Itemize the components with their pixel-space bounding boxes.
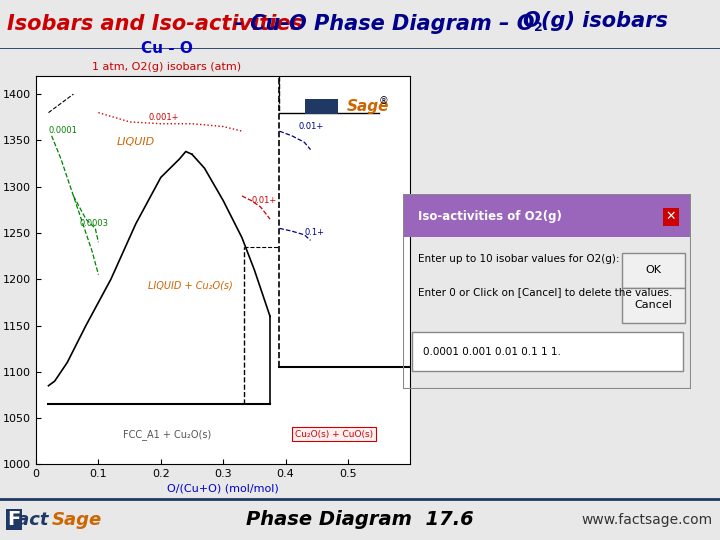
Text: Isobars and Iso-activities: Isobars and Iso-activities (7, 14, 303, 35)
Text: 1 atm, O2(g) isobars (atm): 1 atm, O2(g) isobars (atm) (92, 62, 242, 72)
Text: 0.0001: 0.0001 (48, 126, 77, 135)
Text: 0.001+: 0.001+ (148, 113, 179, 122)
Text: 0.01+: 0.01+ (251, 197, 276, 205)
Text: O: O (523, 11, 541, 31)
Text: Cancel: Cancel (635, 300, 672, 310)
Text: Enter 0 or Click on [Cancel] to delete the values.: Enter 0 or Click on [Cancel] to delete t… (418, 287, 672, 298)
Text: FCC_A1 + Cu₂O(s): FCC_A1 + Cu₂O(s) (123, 429, 212, 440)
Text: Cu - O: Cu - O (141, 41, 193, 56)
Text: 0.0003: 0.0003 (80, 219, 109, 227)
Text: F: F (7, 510, 20, 529)
FancyBboxPatch shape (412, 333, 683, 372)
Text: Enter up to 10 isobar values for O2(g):: Enter up to 10 isobar values for O2(g): (418, 254, 619, 265)
Text: ®: ® (379, 96, 388, 106)
Text: LIQUID: LIQUID (117, 137, 156, 147)
X-axis label: O/(Cu+O) (mol/mol): O/(Cu+O) (mol/mol) (167, 483, 279, 494)
Text: OK: OK (646, 265, 662, 275)
Text: 0.01+: 0.01+ (298, 122, 323, 131)
Text: Fact: Fact (7, 511, 49, 529)
Text: 0.0001 0.001 0.01 0.1 1 1.: 0.0001 0.001 0.01 0.1 1 1. (423, 347, 561, 357)
Text: Cu₂O(s) + CuO(s): Cu₂O(s) + CuO(s) (295, 430, 373, 438)
Text: LIQUID + Cu₂O(s): LIQUID + Cu₂O(s) (148, 280, 233, 291)
Text: (g) isobars: (g) isobars (541, 11, 668, 31)
Text: Sage: Sage (52, 511, 102, 529)
Text: Iso-activities of O2(g): Iso-activities of O2(g) (418, 210, 562, 223)
Text: Phase Diagram  17.6: Phase Diagram 17.6 (246, 510, 474, 529)
FancyBboxPatch shape (622, 253, 685, 288)
Text: - Cu-O Phase Diagram – O: - Cu-O Phase Diagram – O (227, 14, 534, 35)
FancyBboxPatch shape (622, 288, 685, 323)
Text: ✕: ✕ (666, 210, 676, 223)
Text: Fact: Fact (305, 100, 338, 114)
Text: 0.1+: 0.1+ (305, 228, 324, 237)
Text: www.factsage.com: www.factsage.com (582, 512, 713, 526)
Text: 2: 2 (534, 21, 543, 33)
Text: Sage: Sage (347, 99, 390, 114)
FancyBboxPatch shape (403, 194, 691, 237)
